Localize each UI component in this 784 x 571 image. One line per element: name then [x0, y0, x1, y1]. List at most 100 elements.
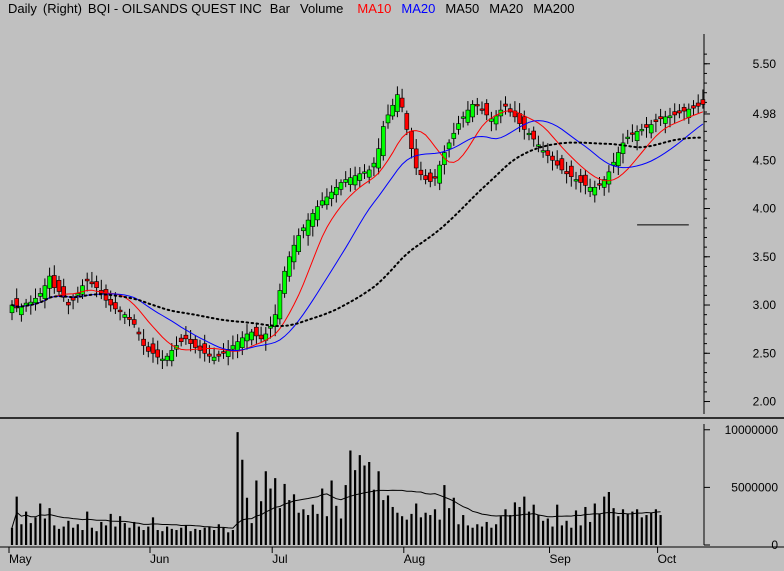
candle-body [376, 148, 381, 169]
candle-body [479, 108, 485, 111]
candle-body [413, 148, 419, 169]
candle-body [244, 333, 250, 342]
candle-body [625, 136, 631, 139]
candle-body [122, 314, 128, 318]
candle-body [211, 356, 217, 361]
ma-line-ma20 [11, 120, 704, 352]
candle-body [89, 281, 95, 285]
candle-body [141, 338, 146, 346]
volume-bars [10, 432, 662, 545]
header-item: BQI - OILSANDS QUEST INC [88, 1, 262, 16]
candle-body [564, 171, 569, 175]
candle-body [550, 155, 555, 161]
candle-body [84, 278, 90, 282]
candle-body [301, 227, 306, 232]
candle-body [390, 104, 396, 117]
price-tick-label: 4.98 [753, 107, 777, 121]
candle-body [517, 113, 522, 124]
month-label: Jun [150, 552, 169, 566]
candle-body [644, 124, 649, 128]
candle-body [216, 353, 222, 357]
candle-body [249, 331, 254, 341]
candle-body [225, 349, 231, 357]
candle-body [658, 116, 663, 120]
candle-body [258, 334, 264, 340]
price-tick-label: 3.50 [753, 250, 777, 264]
candle-body [366, 169, 372, 178]
ma-line-ma50 [11, 136, 704, 328]
candle-body [113, 302, 118, 310]
candle-body [131, 319, 137, 325]
candle-body [207, 353, 212, 357]
candle-body [183, 334, 189, 340]
candle-body [592, 186, 598, 196]
candle-body [630, 132, 635, 135]
candle-body [667, 115, 673, 119]
candle-body [33, 297, 38, 304]
candle-body [277, 290, 283, 320]
candle-body [526, 132, 532, 136]
candle-body [531, 130, 537, 140]
ma-line-ma10 [11, 110, 704, 352]
header-item: MA10 [357, 1, 391, 16]
price-tick-label: 2.00 [753, 395, 777, 409]
candle-body [395, 94, 400, 112]
candle-body [282, 270, 287, 294]
candle-body [146, 346, 151, 352]
candle-body [399, 97, 405, 108]
candle-body [329, 191, 334, 199]
candle-body [268, 325, 273, 329]
candle-body [230, 345, 236, 350]
candle-body [272, 314, 278, 327]
candle-body [536, 144, 541, 147]
candle-body [42, 285, 48, 299]
candle-body [14, 298, 19, 309]
candle-body [540, 150, 546, 153]
candle-body [503, 103, 508, 107]
candle-body [56, 280, 62, 292]
candle-body [164, 355, 170, 361]
moving-averages [11, 110, 704, 352]
candle-body [409, 131, 414, 149]
volume-tick-label: 0 [771, 538, 778, 552]
header-item: Bar [270, 1, 291, 16]
candle-body [489, 118, 494, 122]
candle-body [573, 179, 579, 182]
candle-body [197, 345, 203, 351]
candle-body [117, 309, 123, 313]
header-item: Volume [300, 1, 343, 16]
candle-body [404, 113, 410, 130]
header-item: Daily [8, 1, 37, 16]
volume-tick-label: 5000000 [731, 480, 778, 494]
candle-body [653, 119, 659, 122]
candle-body [37, 293, 43, 297]
candle-body [127, 316, 132, 320]
candle-body [362, 171, 367, 174]
candle-body [423, 175, 428, 180]
candle-body [620, 142, 626, 154]
candle-body [380, 126, 386, 157]
candle-body [601, 179, 607, 188]
candle-body [568, 165, 574, 177]
price-axis: 2.00 2.50 3.00 3.50 4.00 4.50 4.98 5.50 [704, 53, 777, 409]
candle-body [493, 115, 499, 125]
candle-body [333, 186, 339, 196]
price-tick-label: 2.50 [753, 346, 777, 360]
candle-body [465, 109, 471, 123]
candle-body [418, 169, 424, 176]
candle-body [521, 116, 527, 130]
candle-body [235, 341, 240, 352]
candle-body [296, 235, 302, 252]
candle-body [634, 131, 640, 141]
volume-axis: 0 5000000 10000000 [704, 423, 778, 552]
candle-body [681, 107, 687, 112]
candle-body [611, 161, 616, 166]
header-item: MA20 [489, 1, 523, 16]
candle-body [432, 176, 438, 179]
price-tick-label: 4.00 [753, 202, 777, 216]
candle-body [484, 103, 490, 116]
candle-body [61, 286, 67, 298]
candle-body [155, 349, 160, 358]
candle-body [94, 281, 99, 288]
